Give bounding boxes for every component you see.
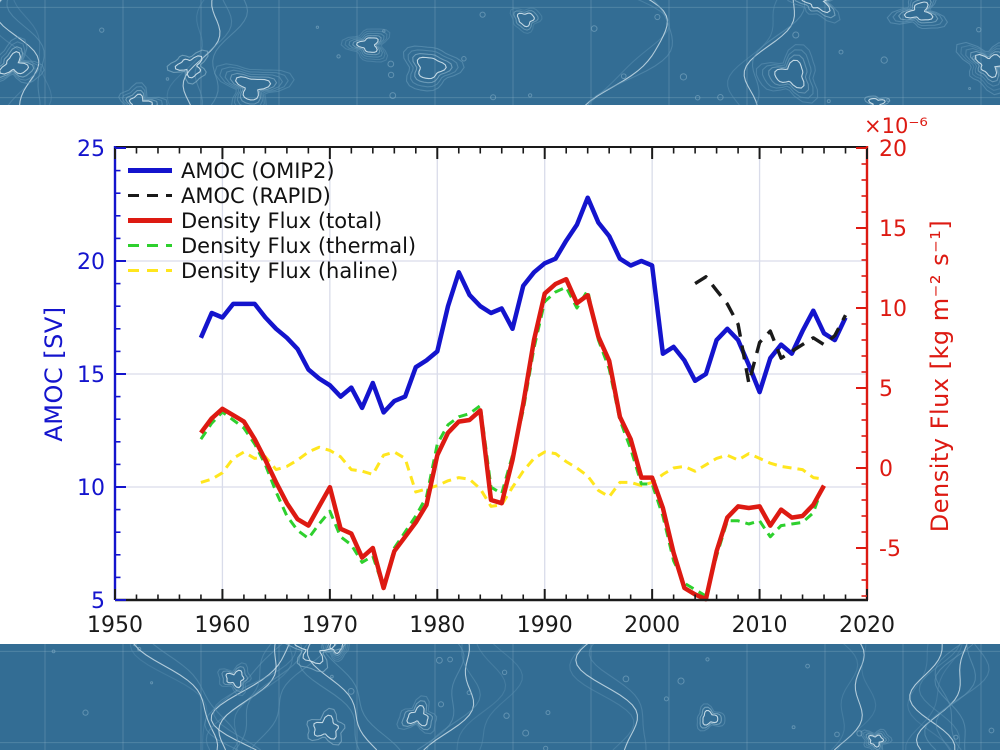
axes	[113, 146, 869, 602]
right-axis-multiplier: ×10⁻⁶	[864, 114, 928, 138]
legend-item-density-flux-thermal: Density Flux (thermal)	[128, 233, 416, 258]
legend-item-label: Density Flux (haline)	[181, 258, 399, 283]
legend-item-label: Density Flux (thermal)	[181, 233, 417, 258]
tick-labels: 1950 1960 1970 1980 1990 2000 2010 202051015202…	[77, 137, 907, 638]
gridlines	[115, 148, 867, 600]
right-tick-label: -5	[879, 537, 901, 562]
left-tick-label: 25	[77, 137, 105, 162]
legend-line-sample	[128, 243, 172, 248]
legend: AMOC (OMIP2) AMOC (RAPID) Density Flux (…	[128, 158, 416, 283]
x-tick-label: 1970	[302, 613, 358, 638]
legend-line-sample	[128, 193, 172, 198]
legend-item-density-flux-total: Density Flux (total)	[128, 208, 416, 233]
x-tick-label: 1960	[194, 613, 250, 638]
right-tick-label: 0	[879, 457, 893, 482]
x-tick-label: 1950	[87, 613, 143, 638]
legend-item-label: AMOC (RAPID)	[181, 183, 331, 208]
series-amoc-omip2-	[198, 195, 848, 415]
left-tick-label: 15	[77, 363, 105, 388]
left-axis-label: AMOC [SV]	[40, 306, 68, 442]
legend-line-sample	[128, 218, 172, 223]
legend-item-label: Density Flux (total)	[181, 208, 383, 233]
legend-item-amoc-rapid: AMOC (RAPID)	[128, 183, 416, 208]
legend-item-label: AMOC (OMIP2)	[181, 158, 335, 183]
right-axis-label: Density Flux [kg m⁻² s⁻¹]	[926, 219, 954, 533]
legend-item-density-flux-haline: Density Flux (haline)	[128, 258, 416, 283]
series-density-flux-haline-	[200, 445, 825, 508]
x-tick-label: 1980	[409, 613, 465, 638]
bathymetry-map-band-bottom	[0, 644, 1000, 750]
right-tick-label: 20	[879, 137, 907, 162]
left-tick-label: 10	[77, 476, 105, 501]
series-amoc-rapid-	[694, 275, 848, 385]
left-tick-label: 20	[77, 250, 105, 275]
x-tick-label: 1990	[517, 613, 573, 638]
x-tick-label: 2000	[624, 613, 680, 638]
right-tick-label: 10	[879, 297, 907, 322]
bathymetry-map-band-top	[0, 0, 1000, 105]
right-tick-label: 5	[879, 377, 893, 402]
left-tick-label: 5	[91, 589, 105, 614]
legend-line-sample	[128, 268, 172, 273]
series-density-flux-total-	[199, 276, 826, 602]
legend-item-amoc-omip2: AMOC (OMIP2)	[128, 158, 416, 183]
legend-line-sample	[128, 168, 172, 173]
x-tick-label: 2010	[732, 613, 788, 638]
right-tick-label: 15	[879, 217, 907, 242]
x-tick-label: 2020	[839, 613, 895, 638]
